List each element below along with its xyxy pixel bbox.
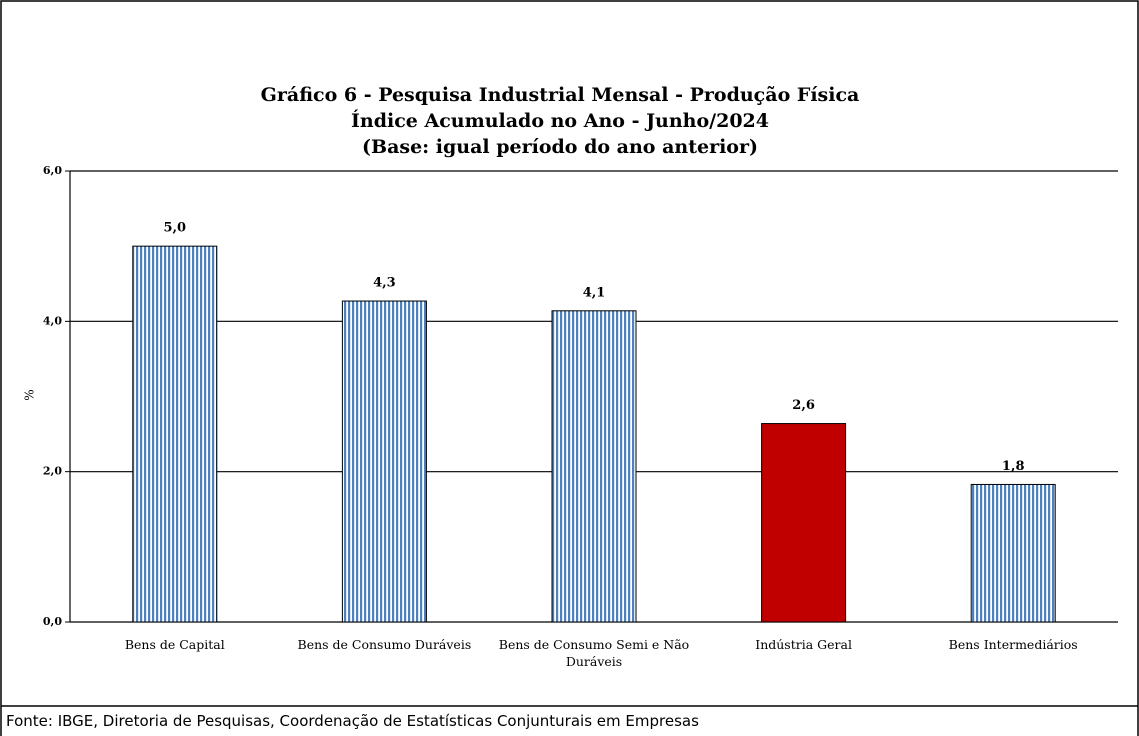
- bar: [341, 300, 427, 623]
- x-tick-label: Bens de Consumo Semi e Não Duráveis: [498, 637, 690, 669]
- value-label: 4,1: [583, 285, 606, 300]
- value-label: 2,6: [792, 398, 815, 413]
- bar: [551, 310, 637, 623]
- y-axis-label: %: [23, 389, 37, 400]
- y-tick-label: 4,0: [43, 314, 62, 327]
- chart-title: (Base: igual período do ano anterior): [362, 136, 758, 158]
- chart-title: Índice Acumulado no Ano - Junho/2024: [351, 109, 769, 132]
- value-label: 1,8: [1002, 459, 1025, 474]
- x-tick-label: Indústria Geral: [755, 637, 852, 652]
- y-tick-label: 0,0: [43, 615, 62, 628]
- bar: [970, 483, 1056, 623]
- value-label: 4,3: [373, 276, 396, 291]
- bar: [761, 423, 847, 623]
- x-tick-label: Bens de Capital: [124, 637, 225, 652]
- y-tick-label: 6,0: [43, 164, 62, 177]
- x-tick-label: Bens Intermediários: [948, 637, 1078, 652]
- bar: [132, 245, 218, 623]
- x-tick-label: Bens de Consumo Duráveis: [297, 637, 472, 652]
- value-label: 5,0: [163, 221, 186, 236]
- y-tick-label: 2,0: [43, 465, 62, 478]
- source: Fonte: IBGE, Diretoria de Pesquisas, Coo…: [6, 712, 699, 730]
- chart-title: Gráfico 6 - Pesquisa Industrial Mensal -…: [261, 84, 860, 106]
